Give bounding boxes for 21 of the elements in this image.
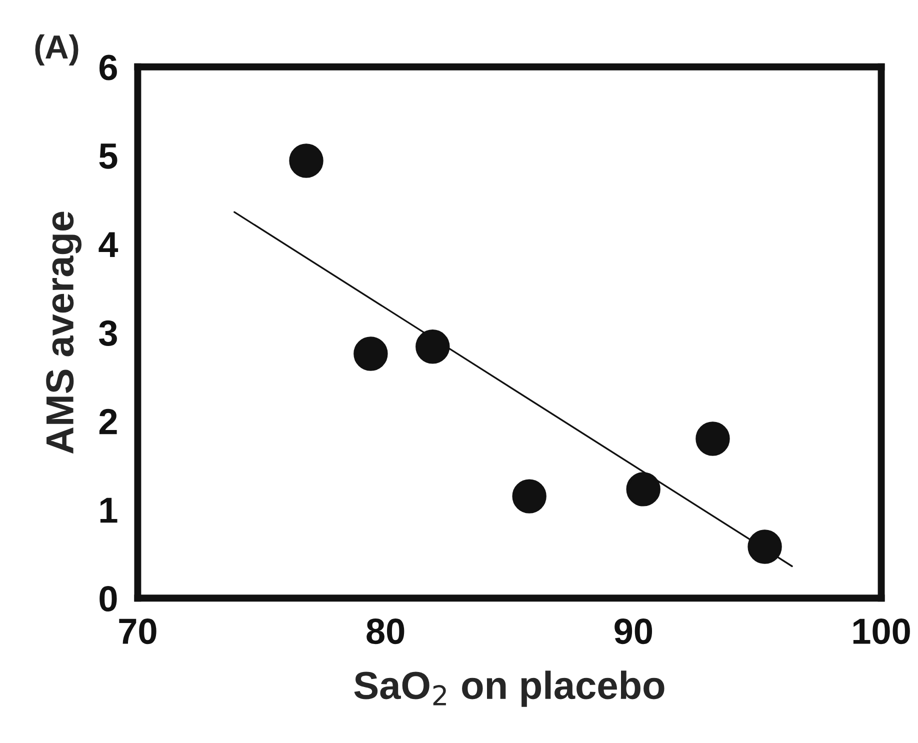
point (354, 336, 388, 371)
y-tick-label: 1 (100, 498, 118, 523)
y-tick-label: 4 (98, 232, 118, 258)
chart-title: (A) (35, 34, 78, 66)
point (512, 479, 546, 514)
point (416, 330, 450, 364)
y-tick-label: 0 (100, 586, 117, 612)
y-tick-label: 3 (99, 320, 117, 346)
point (289, 144, 324, 178)
x-tick-label: 100 (853, 618, 910, 644)
x-axis-title: SaO$_{2}$ on placebo (354, 670, 664, 707)
point (626, 472, 660, 506)
y-axis-title: AMS average (46, 212, 82, 454)
x-tick-label: 80 (366, 618, 404, 644)
y-tick-label: 2 (99, 408, 117, 434)
x-tick-label: 90 (614, 618, 652, 644)
y-tick-label: 5 (99, 144, 118, 169)
y-tick-label: 6 (99, 54, 117, 80)
point (696, 422, 730, 456)
x-tick-label: 70 (119, 618, 156, 644)
point (748, 530, 782, 564)
